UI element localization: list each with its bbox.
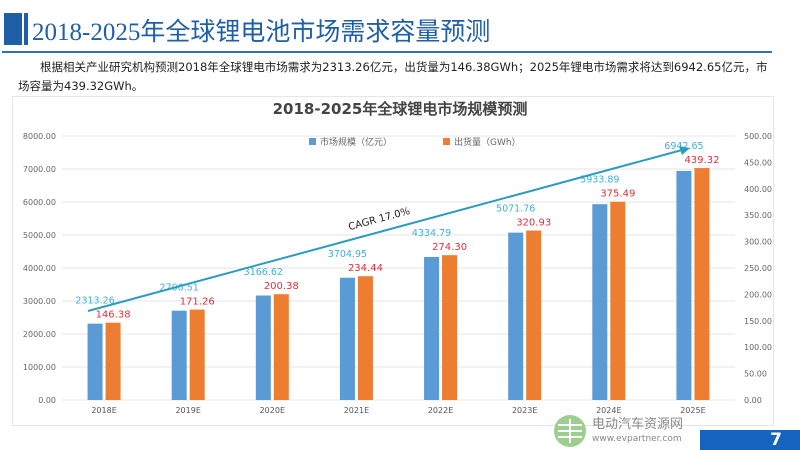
left-tick-label: 5000.00 [23,231,56,240]
left-tick-label: 6000.00 [23,198,56,207]
x-tick-label: 2019E [175,406,200,415]
bar-market-size [339,277,355,400]
chart-title: 2018-2025年全球锂电市场规模预测 [273,100,528,118]
right-tick-label: 250.00 [744,264,772,273]
bar-market-size [592,204,608,400]
bar-market-size [171,310,187,400]
legend-label-shipment: 出货量（GWh） [454,136,521,148]
bar-market-size [508,232,524,400]
right-tick-label: 150.00 [744,317,772,326]
x-tick-label: 2018E [91,406,116,415]
data-label-shipment: 375.49 [600,189,635,200]
watermark-url: www.evpartner.com [592,434,682,444]
right-tick-label: 200.00 [744,290,772,299]
data-label-shipment: 146.38 [96,310,131,321]
x-tick-label: 2020E [260,406,285,415]
chart-frame [12,96,774,426]
right-tick-label: 500.00 [744,132,772,141]
right-tick-label: 50.00 [744,370,767,379]
data-label-market-size: 3704.95 [328,249,367,260]
left-tick-label: 2000.00 [23,330,56,339]
data-label-shipment: 274.30 [432,242,467,253]
data-label-market-size: 5933.89 [580,175,619,186]
right-tick-label: 400.00 [744,185,772,194]
bar-market-size [424,256,440,400]
x-tick-label: 2023E [512,406,537,415]
bar-shipment [105,322,121,400]
data-label-shipment: 439.32 [684,155,719,166]
page-number: 7 [700,430,800,450]
cagr-annotation: CAGR 17.0% [347,206,411,233]
legend-label-market-size: 市场规模（亿元） [320,136,392,148]
bar-shipment [694,168,710,400]
bar-market-size [676,170,692,400]
left-tick-label: 4000.00 [23,264,56,273]
left-tick-label: 8000.00 [23,132,56,141]
bar-shipment [442,255,458,400]
left-tick-label: 3000.00 [23,297,56,306]
data-label-shipment: 171.26 [180,297,215,308]
page-title: 2018-2025年全球锂电池市场需求容量预测 [32,19,491,46]
bar-market-size [255,295,271,400]
bar-shipment [610,201,626,400]
left-tick-label: 7000.00 [23,165,56,174]
title-bar-block [4,13,22,45]
bar-shipment [357,276,373,400]
data-label-shipment: 200.38 [264,281,299,292]
bar-shipment [273,294,289,400]
watermark-name: 电动汽车资源网 [592,417,684,432]
x-tick-label: 2022E [428,406,453,415]
data-label-market-size: 5071.76 [496,204,535,215]
data-label-shipment: 234.44 [348,263,383,274]
data-label-market-size: 2313.26 [75,296,114,307]
data-label-market-size: 2706.51 [160,283,199,294]
intro-paragraph: 根据相关产业研究机构预测2018年全球锂电市场需求为2313.26亿元，出货量为… [18,60,768,93]
left-tick-label: 1000.00 [23,363,56,372]
legend-swatch-market-size [309,138,316,145]
x-tick-label: 2025E [680,406,705,415]
watermark-logo-icon [554,415,586,447]
right-tick-label: 300.00 [744,238,772,247]
data-label-market-size: 6942.65 [664,141,703,152]
right-tick-label: 100.00 [744,343,772,352]
title-divider [2,51,772,53]
data-label-market-size: 3166.62 [244,267,283,278]
bar-shipment [189,309,205,400]
title-bar-stripe [24,13,28,45]
x-tick-label: 2021E [344,406,369,415]
bar-shipment [526,230,542,400]
x-tick-label: 2024E [596,406,621,415]
right-tick-label: 350.00 [744,211,772,220]
data-label-shipment: 320.93 [516,218,551,229]
cagr-arrow-line [87,149,683,312]
bar-market-size [87,323,103,400]
cagr-arrow-head-icon [679,146,690,155]
right-tick-label: 0.00 [744,396,762,405]
right-tick-label: 450.00 [744,158,772,167]
legend-swatch-shipment [443,138,450,145]
data-label-market-size: 4334.79 [412,228,451,239]
left-tick-label: 0.00 [38,396,56,405]
